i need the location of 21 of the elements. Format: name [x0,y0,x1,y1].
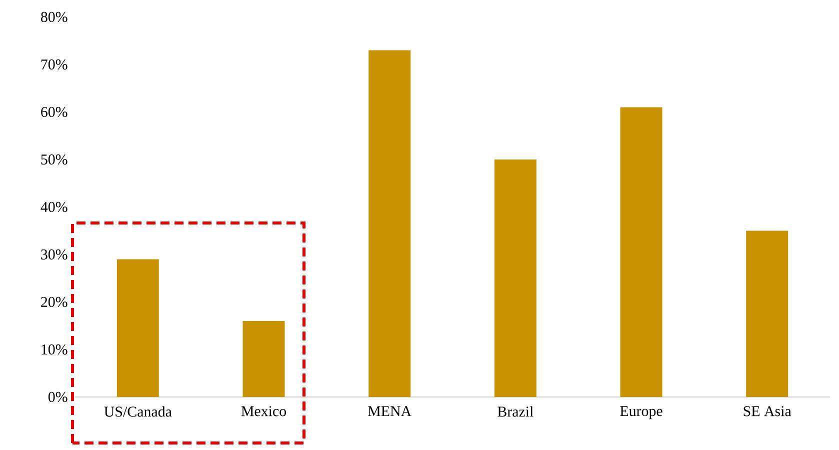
x-tick-label: US/Canada [104,406,172,417]
y-tick-label: 70% [41,59,68,70]
y-tick-label: 20% [41,296,68,308]
x-tick-label: Europe [620,406,662,420]
y-tick-label: 40% [40,202,68,212]
bar [242,321,285,397]
y-tick-label: 50% [41,154,68,165]
y-tick-label: 30% [41,249,68,260]
bar [368,50,411,397]
x-tick-label: Mexico [241,406,286,416]
y-tick-label: 0% [48,392,68,402]
x-tick-label: SE Asia [744,406,792,416]
bar [620,107,662,397]
bar [494,160,536,397]
bar [746,230,788,397]
y-tick-label: 80% [40,12,68,22]
bar [116,259,159,397]
x-tick-label: Brazil [498,406,534,417]
x-tick-label: MENA [368,406,412,416]
y-tick-label: 10% [42,344,68,355]
y-tick-label: 60% [41,106,68,118]
